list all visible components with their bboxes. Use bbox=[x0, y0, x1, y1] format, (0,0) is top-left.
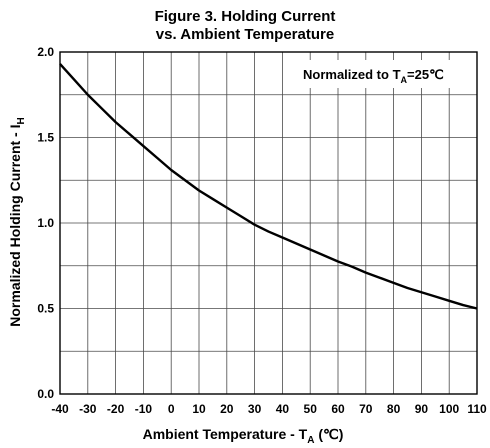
chart-title-line-2: vs. Ambient Temperature bbox=[155, 26, 335, 43]
series-layer bbox=[59, 63, 478, 310]
x-tick-label: 70 bbox=[359, 402, 373, 416]
annotation-box bbox=[295, 60, 470, 88]
y-axis-title: Normalized Holding Current - IH bbox=[7, 117, 27, 326]
x-tick-label: 60 bbox=[331, 402, 345, 416]
x-tick-label: 80 bbox=[387, 402, 401, 416]
x-tick-label: 20 bbox=[220, 402, 234, 416]
y-tick-label: 1.0 bbox=[37, 216, 54, 230]
x-tick-label: 50 bbox=[304, 402, 318, 416]
x-tick-label: 110 bbox=[467, 402, 487, 416]
y-tick-label: 0.5 bbox=[37, 302, 54, 316]
annotation-text: Normalized to TA=25℃ bbox=[303, 67, 444, 85]
y-tick-labels: 0.0 0.5 1.0 1.5 2.0 bbox=[37, 45, 54, 401]
y-tick-label: 1.5 bbox=[37, 131, 54, 145]
x-tick-label: -40 bbox=[51, 402, 69, 416]
chart-title-line-1: Figure 3. Holding Current bbox=[154, 8, 336, 25]
x-tick-labels: -40 -30 -20 -10 0 10 20 30 40 50 60 70 80 90 100 110 bbox=[51, 402, 487, 416]
y-tick-label: 0.0 bbox=[37, 387, 54, 401]
y-tick-label: 2.0 bbox=[37, 45, 54, 59]
x-tick-label: 0 bbox=[168, 402, 175, 416]
x-tick-label: -20 bbox=[107, 402, 125, 416]
plot-frame bbox=[59, 51, 478, 395]
x-tick-label: 90 bbox=[415, 402, 429, 416]
x-tick-label: 40 bbox=[276, 402, 290, 416]
grid bbox=[59, 51, 478, 395]
x-tick-label: 30 bbox=[248, 402, 262, 416]
x-tick-label: -30 bbox=[79, 402, 97, 416]
x-tick-label: -10 bbox=[135, 402, 153, 416]
x-tick-label: 100 bbox=[439, 402, 459, 416]
axes bbox=[59, 51, 478, 395]
x-axis-title: Ambient Temperature - TA (℃) bbox=[143, 426, 344, 446]
x-tick-label: 10 bbox=[192, 402, 206, 416]
series-line bbox=[59, 63, 478, 310]
